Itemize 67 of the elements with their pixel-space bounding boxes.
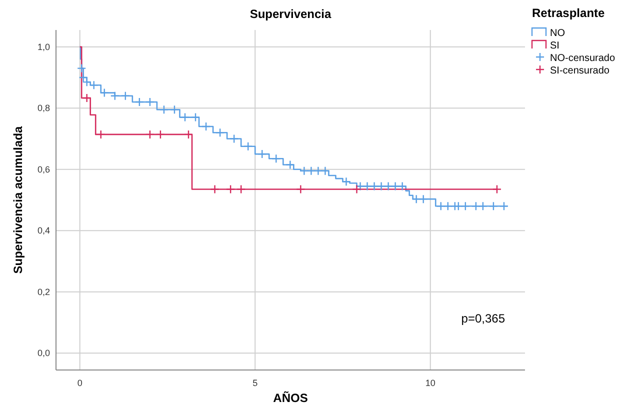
x-tick-label: 10 <box>425 378 436 388</box>
point <box>418 194 428 204</box>
point <box>134 97 144 107</box>
point <box>320 166 330 176</box>
point <box>296 184 306 194</box>
annotation: p=0,365 <box>461 312 506 326</box>
point <box>362 182 372 191</box>
legend-label: SI-censurado <box>550 66 610 76</box>
point <box>384 182 393 191</box>
legend-label: SI <box>550 40 560 52</box>
point <box>443 202 452 211</box>
y-tick-label: 0,6 <box>37 164 50 174</box>
y-tick-label: 0,8 <box>37 103 50 114</box>
point <box>145 130 155 140</box>
point <box>412 194 421 204</box>
point <box>145 97 155 107</box>
y-tick-label: 0,2 <box>37 286 50 297</box>
point <box>258 149 267 159</box>
point <box>286 160 295 170</box>
point <box>110 91 120 100</box>
point <box>376 182 386 191</box>
point <box>492 184 502 194</box>
point <box>488 202 498 211</box>
point <box>159 105 169 114</box>
point <box>398 182 407 191</box>
y-axis-title: Supervivencia acumulada <box>11 126 25 274</box>
point <box>356 182 365 191</box>
point <box>96 130 106 140</box>
point <box>243 142 253 151</box>
y-tick-label: 0,0 <box>37 348 50 358</box>
point <box>229 134 239 144</box>
point <box>460 202 470 211</box>
point <box>236 184 246 194</box>
point <box>190 112 200 122</box>
point <box>156 130 166 140</box>
point <box>170 105 180 114</box>
y-tick-label: 1,0 <box>37 42 50 52</box>
point <box>300 166 309 176</box>
point <box>100 88 109 98</box>
point <box>314 166 323 176</box>
x-tick-label: 0 <box>77 378 82 388</box>
point <box>370 182 379 191</box>
point <box>76 64 86 73</box>
point <box>82 93 92 103</box>
point <box>478 202 488 211</box>
point <box>342 177 351 186</box>
legend-label: NO <box>550 28 566 39</box>
point <box>352 184 362 194</box>
point <box>210 184 220 194</box>
point <box>201 122 211 132</box>
legend-title: Retrasplante <box>532 6 606 20</box>
chart-title: Supervivencia <box>250 7 332 21</box>
point <box>120 91 130 100</box>
point <box>436 202 446 211</box>
point <box>215 128 225 138</box>
legend-label: NO-censurado <box>550 53 616 64</box>
point <box>499 202 509 211</box>
point <box>184 130 194 140</box>
point <box>272 154 281 164</box>
y-tick-label: 0,4 <box>37 226 50 236</box>
x-axis-title: AÑOS <box>273 391 308 405</box>
point <box>306 166 316 176</box>
point <box>471 202 481 211</box>
x-tick-label: 5 <box>252 378 258 388</box>
point <box>390 182 400 191</box>
point <box>180 112 190 122</box>
point <box>226 184 236 194</box>
